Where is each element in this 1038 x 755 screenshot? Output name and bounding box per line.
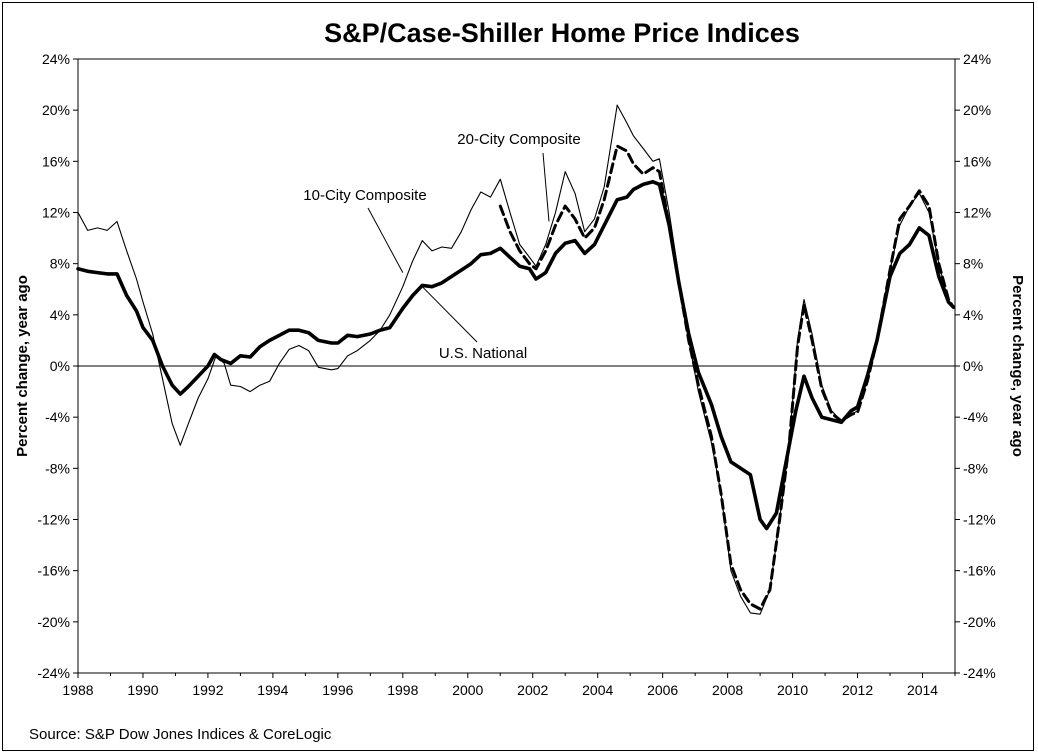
y-tick-label-right: 8%: [963, 256, 983, 272]
x-tick-label: 2006: [647, 682, 678, 698]
annotation-20-city-composite: 20-City Composite: [457, 131, 580, 148]
y-tick-label-right: 12%: [963, 205, 991, 221]
y-axis-left: 24% 20% 16% 12% 8% 4% 0% -4% -8% -12% -16% -20% -24%: [37, 51, 78, 681]
y-tick-label-left: 0%: [50, 358, 70, 374]
y-tick-label-right: 16%: [963, 153, 991, 169]
x-tick-label: 1992: [192, 682, 223, 698]
x-tick-label: 1996: [322, 682, 353, 698]
x-tick-label: 1990: [127, 682, 158, 698]
y-tick-label-right: 0%: [963, 358, 983, 374]
y-tick-label-right: -24%: [963, 665, 996, 681]
y-tick-label-right: 4%: [963, 307, 983, 323]
x-tick-label: 2004: [582, 682, 613, 698]
y-tick-label-left: -12%: [37, 512, 70, 528]
annotation-leader-10-city-composite: [367, 207, 404, 273]
y-tick-label-left: 12%: [42, 205, 70, 221]
x-tick-label: 2012: [842, 682, 873, 698]
y-tick-label-left: -16%: [37, 563, 70, 579]
y-tick-label-right: -12%: [963, 512, 996, 528]
y-axis-label-right: Percent change, year ago: [1009, 275, 1026, 457]
y-tick-label-right: 20%: [963, 102, 991, 118]
y-tick-label-right: -20%: [963, 614, 996, 630]
series-layer: [76, 104, 956, 615]
y-tick-label-left: -8%: [45, 460, 70, 476]
y-tick-label-left: -4%: [45, 409, 70, 425]
y-tick-label-left: 8%: [50, 256, 70, 272]
x-tick-label: 1988: [62, 682, 93, 698]
x-tick-label: 1998: [387, 682, 418, 698]
y-tick-label-left: -20%: [37, 614, 70, 630]
y-tick-label-left: 20%: [42, 102, 70, 118]
x-tick-label: 1994: [257, 682, 288, 698]
source-note: Source: S&P Dow Jones Indices & CoreLogi…: [29, 726, 332, 743]
x-tick-label: 2008: [712, 682, 743, 698]
x-tick-label: 2014: [907, 682, 938, 698]
y-tick-label-left: 4%: [50, 307, 70, 323]
x-tick-label: 2000: [452, 682, 483, 698]
annotation-10-city-composite: 10-City Composite: [303, 187, 426, 204]
x-tick-label: 2002: [517, 682, 548, 698]
y-axis-label-left: Percent change, year ago: [14, 275, 31, 457]
y-tick-label-left: 24%: [42, 51, 70, 67]
y-tick-label-right: 24%: [963, 51, 991, 67]
x-axis: 1988 1990 1992 1994 1996 1998 2000 2002 2004 2006…: [62, 673, 956, 698]
y-axis-right: 24% 20% 16% 12% 8% 4% 0% -4% -8% -12% -16% -20% -24%: [955, 51, 996, 681]
y-tick-label-right: -4%: [963, 409, 988, 425]
y-tick-label-right: -8%: [963, 460, 988, 476]
annotation-leader-20-city-composite: [542, 152, 550, 222]
y-tick-label-left: -24%: [37, 665, 70, 681]
annotation-u-s-national: U.S. National: [439, 345, 527, 362]
y-tick-label-right: -16%: [963, 563, 996, 579]
annotation-leader-u-s-national: [421, 286, 478, 343]
x-tick-label: 2010: [777, 682, 808, 698]
chart-title: S&P/Case-Shiller Home Price Indices: [324, 18, 800, 48]
annotation-layer: 20-City Composite 10-City Composite U.S. N…: [303, 131, 580, 362]
series-line-u-s-national: [76, 180, 956, 531]
y-tick-label-left: 16%: [42, 153, 70, 169]
